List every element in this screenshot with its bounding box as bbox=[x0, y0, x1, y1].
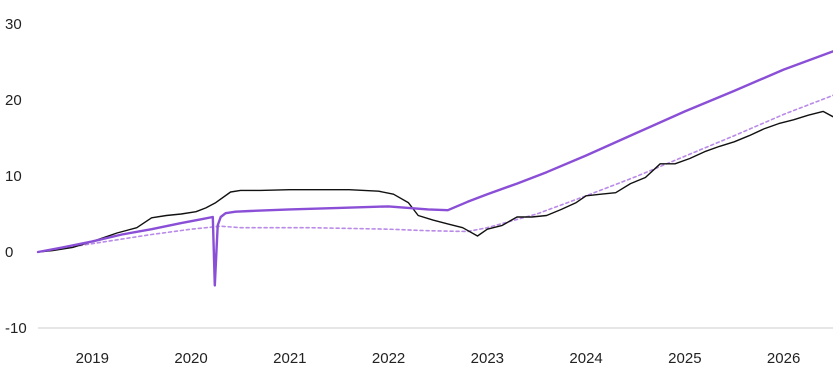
y-tick-label: 30 bbox=[5, 16, 22, 33]
plot-area bbox=[36, 50, 833, 287]
x-tick-label: 2022 bbox=[372, 350, 405, 367]
x-tick-label: 2024 bbox=[569, 350, 602, 367]
x-tick-label: 2023 bbox=[471, 350, 504, 367]
series-line-solid-black bbox=[37, 110, 833, 253]
series-line-dotted-purple bbox=[37, 94, 833, 253]
series-line-solid-purple bbox=[36, 50, 833, 287]
x-tick-label: 2026 bbox=[767, 350, 800, 367]
x-tick-label: 2019 bbox=[76, 350, 109, 367]
y-axis: 30 20 10 0 -10 bbox=[5, 16, 27, 337]
x-axis: 2019 2020 2021 2022 2023 2024 2025 2026 bbox=[76, 350, 801, 367]
x-tick-label: 2025 bbox=[668, 350, 701, 367]
x-tick-label: 2020 bbox=[174, 350, 207, 367]
x-tick-label: 2021 bbox=[273, 350, 306, 367]
y-tick-label: 20 bbox=[5, 92, 22, 109]
y-tick-label: -10 bbox=[5, 320, 27, 337]
y-tick-label: 0 bbox=[5, 244, 13, 261]
y-tick-label: 10 bbox=[5, 168, 22, 185]
